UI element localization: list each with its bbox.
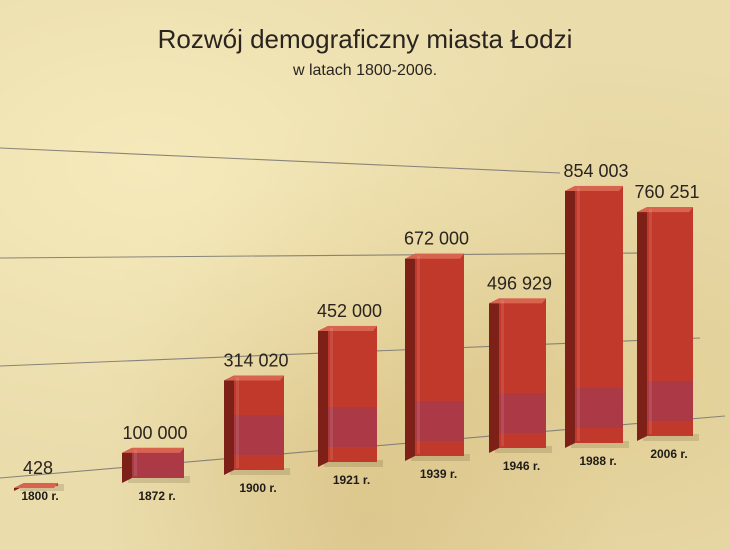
bar-band bbox=[647, 381, 693, 421]
bar-band bbox=[328, 407, 377, 447]
bar-1800 bbox=[14, 483, 64, 491]
bar-band bbox=[415, 401, 464, 441]
bar-side bbox=[224, 375, 234, 475]
bar-1988 bbox=[565, 185, 629, 448]
bar-top bbox=[122, 447, 184, 453]
bar-front bbox=[132, 447, 184, 478]
bar-shadow bbox=[230, 468, 290, 475]
gridline bbox=[0, 147, 561, 174]
bar-front bbox=[647, 207, 693, 436]
year-label: 2006 r. bbox=[650, 447, 687, 461]
bar-1946 bbox=[489, 298, 552, 453]
bar-band bbox=[234, 415, 284, 455]
bar-front bbox=[328, 325, 377, 462]
value-label: 100 000 bbox=[122, 423, 187, 443]
bar-side bbox=[489, 298, 499, 453]
bar-band bbox=[132, 447, 184, 478]
bar-band bbox=[499, 393, 546, 433]
bar-shadow bbox=[411, 454, 470, 461]
value-label: 452 000 bbox=[317, 301, 382, 321]
bar-shadow bbox=[571, 441, 629, 448]
year-label: 1872 r. bbox=[138, 489, 175, 503]
chart-subtitle: w latach 1800-2006. bbox=[292, 62, 438, 79]
value-label: 314 020 bbox=[223, 350, 288, 370]
value-label: 672 000 bbox=[404, 229, 469, 249]
year-label: 1800 r. bbox=[21, 489, 58, 503]
bar-top bbox=[489, 298, 546, 304]
bar-1872 bbox=[122, 447, 190, 483]
year-label: 1921 r. bbox=[333, 473, 370, 487]
year-label: 1939 r. bbox=[420, 467, 457, 481]
bar-highlight bbox=[236, 377, 239, 468]
bar-highlight bbox=[649, 209, 652, 434]
bar-side bbox=[565, 185, 575, 448]
chart-title: Rozwój demograficzny miasta Łodzi bbox=[157, 24, 573, 54]
bar-side bbox=[318, 325, 328, 467]
labels: 428 1800 r. 100 000 1872 r. 314 020 1900 r. 45… bbox=[21, 161, 699, 503]
bar-side bbox=[122, 447, 132, 483]
bar-top bbox=[224, 375, 284, 381]
bar-1921 bbox=[318, 325, 383, 467]
bar-highlight bbox=[417, 255, 420, 454]
bar-shadow bbox=[643, 434, 699, 441]
bar-1900 bbox=[224, 375, 290, 475]
bar-top bbox=[405, 253, 464, 259]
year-label: 1900 r. bbox=[239, 481, 276, 495]
bar-highlight bbox=[134, 449, 137, 476]
value-label: 496 929 bbox=[487, 273, 552, 293]
bar-front bbox=[234, 375, 284, 470]
bar-2006 bbox=[637, 207, 699, 441]
bar-top bbox=[318, 325, 377, 331]
year-label: 1946 r. bbox=[503, 459, 540, 473]
bar-shadow bbox=[324, 460, 383, 467]
bars bbox=[14, 185, 699, 491]
bar-highlight bbox=[330, 327, 333, 460]
value-label: 854 003 bbox=[563, 161, 628, 181]
bar-top bbox=[565, 185, 623, 191]
bar-1939 bbox=[405, 253, 470, 461]
bar-front bbox=[415, 253, 464, 456]
bar-shadow bbox=[495, 446, 552, 453]
bar-front bbox=[499, 298, 546, 448]
bar-highlight bbox=[577, 187, 580, 441]
bar-shadow bbox=[128, 476, 190, 483]
bar-band bbox=[575, 388, 623, 428]
bar-side bbox=[405, 253, 415, 461]
bar-side bbox=[637, 207, 647, 441]
value-label: 428 bbox=[23, 458, 53, 478]
year-label: 1988 r. bbox=[579, 454, 616, 468]
bar-top bbox=[637, 207, 693, 213]
value-label: 760 251 bbox=[634, 182, 699, 202]
gridline bbox=[0, 252, 641, 259]
bar-front bbox=[575, 185, 623, 443]
bar-top bbox=[14, 483, 58, 488]
bar-highlight bbox=[501, 300, 504, 446]
